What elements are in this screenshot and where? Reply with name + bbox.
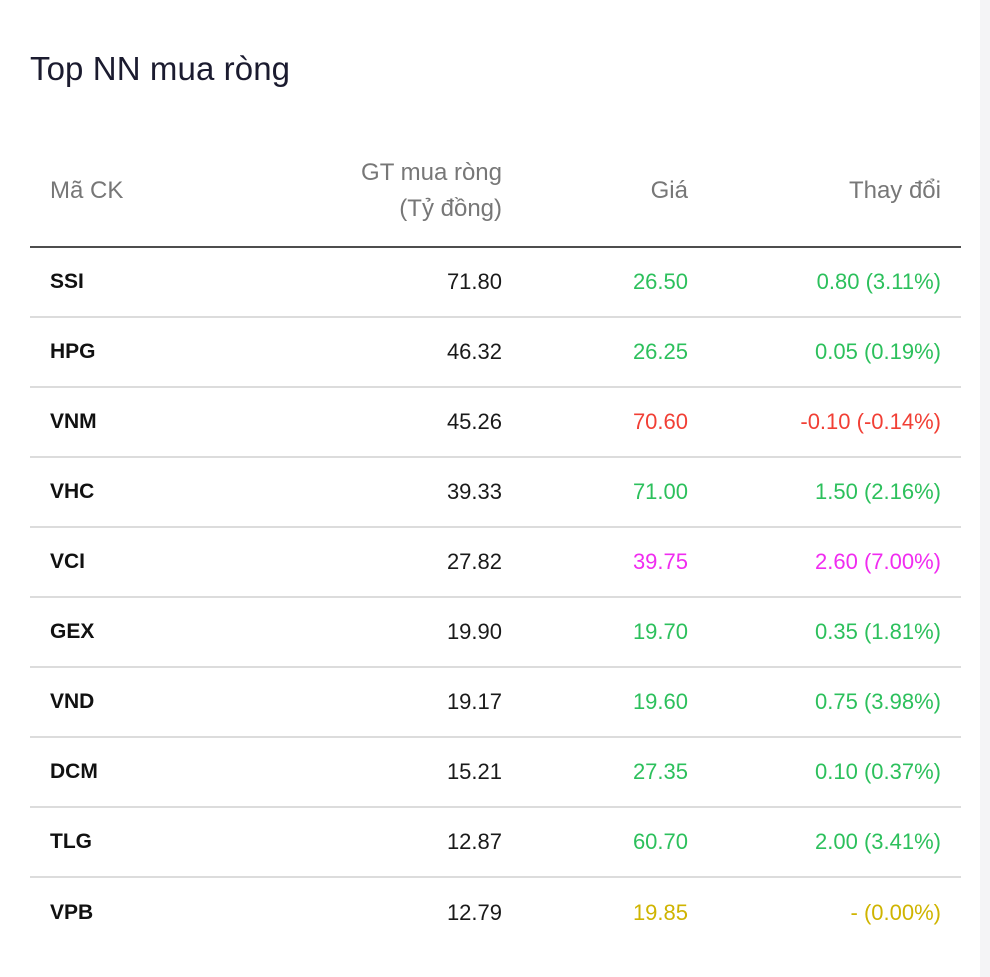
net-buy-table: Mã CK GT mua ròng (Tỷ đồng) Giá Thay đổi… xyxy=(30,136,961,947)
table-row[interactable]: TLG 12.87 60.70 2.00 (3.41%) xyxy=(30,807,961,878)
change-cell: 0.80 (3.11%) xyxy=(708,247,961,318)
price-cell: 19.70 xyxy=(522,597,708,668)
right-edge-strip xyxy=(980,0,990,977)
net-value-cell: 39.33 xyxy=(240,457,522,528)
price-cell: 60.70 xyxy=(522,807,708,878)
symbol-cell[interactable]: VCI xyxy=(30,527,240,598)
column-header-change: Thay đổi xyxy=(708,136,961,248)
symbol-cell[interactable]: VPB xyxy=(50,900,94,924)
symbol-cell[interactable]: VHC xyxy=(30,457,240,528)
column-header-symbol: Mã CK xyxy=(30,136,240,248)
symbol-cell[interactable]: DCM xyxy=(30,737,240,808)
net-value-cell: 19.90 xyxy=(240,597,522,668)
net-value-cell: 12.87 xyxy=(240,807,522,878)
panel-title: Top NN mua ròng xyxy=(30,50,291,87)
change-cell: 0.75 (3.98%) xyxy=(708,667,961,738)
price-cell: 19.60 xyxy=(522,667,708,738)
price-cell: 39.75 xyxy=(522,527,708,598)
table-row[interactable]: HPG 46.32 26.25 0.05 (0.19%) xyxy=(30,317,961,388)
change-cell: 1.50 (2.16%) xyxy=(708,457,961,528)
column-header-net-value-label: GT mua ròng xyxy=(361,159,502,186)
symbol-cell[interactable]: GEX xyxy=(30,597,240,668)
table-row[interactable]: SSI 71.80 26.50 0.80 (3.11%) xyxy=(30,247,961,318)
table-row[interactable]: DCM 15.21 27.35 0.10 (0.37%) xyxy=(30,737,961,808)
table-row[interactable]: GEX 19.90 19.70 0.35 (1.81%) xyxy=(30,597,961,668)
net-value-cell: 27.82 xyxy=(240,527,522,598)
net-value-cell: 45.26 xyxy=(240,387,522,458)
net-value-cell: 46.32 xyxy=(240,317,522,388)
symbol-cell[interactable]: TLG xyxy=(30,807,240,878)
price-cell: 70.60 xyxy=(522,387,708,458)
price-cell: 27.35 xyxy=(522,737,708,808)
table-body: SSI 71.80 26.50 0.80 (3.11%) HPG 46.32 2… xyxy=(30,247,961,947)
table-row[interactable]: VNM 45.26 70.60 -0.10 (-0.14%) xyxy=(30,387,961,458)
change-cell: 0.05 (0.19%) xyxy=(708,317,961,388)
price-cell: 26.25 xyxy=(522,317,708,388)
change-cell: 2.60 (7.00%) xyxy=(708,527,961,598)
price-cell: 19.85 xyxy=(632,899,688,925)
symbol-cell[interactable]: VNM xyxy=(30,387,240,458)
table-row[interactable]: VND 19.17 19.60 0.75 (3.98%) xyxy=(30,667,961,738)
table-row[interactable]: VCI 27.82 39.75 2.60 (7.00%) xyxy=(30,527,961,598)
price-cell: 71.00 xyxy=(522,457,708,528)
net-value-cell: 15.21 xyxy=(240,737,522,808)
net-value-cell: 12.79 xyxy=(446,899,502,925)
table-row[interactable]: VPB 12.79 19.85 - (0.00%) xyxy=(30,877,961,947)
change-cell: - (0.00%) xyxy=(850,899,941,925)
table-row[interactable]: VHC 39.33 71.00 1.50 (2.16%) xyxy=(30,457,961,528)
column-header-net-value: GT mua ròng (Tỷ đồng) xyxy=(240,136,522,248)
change-cell: 0.10 (0.37%) xyxy=(708,737,961,808)
net-value-cell: 71.80 xyxy=(240,247,522,318)
change-cell: -0.10 (-0.14%) xyxy=(708,387,961,458)
symbol-cell[interactable]: VND xyxy=(30,667,240,738)
price-cell: 26.50 xyxy=(522,247,708,318)
change-cell: 2.00 (3.41%) xyxy=(708,807,961,878)
symbol-cell[interactable]: HPG xyxy=(30,317,240,388)
change-cell: 0.35 (1.81%) xyxy=(708,597,961,668)
symbol-cell[interactable]: SSI xyxy=(30,247,240,318)
table-header: Mã CK GT mua ròng (Tỷ đồng) Giá Thay đổi xyxy=(30,136,961,248)
net-value-cell: 19.17 xyxy=(240,667,522,738)
column-header-price: Giá xyxy=(522,136,708,248)
column-header-net-value-unit: (Tỷ đồng) xyxy=(399,195,502,222)
